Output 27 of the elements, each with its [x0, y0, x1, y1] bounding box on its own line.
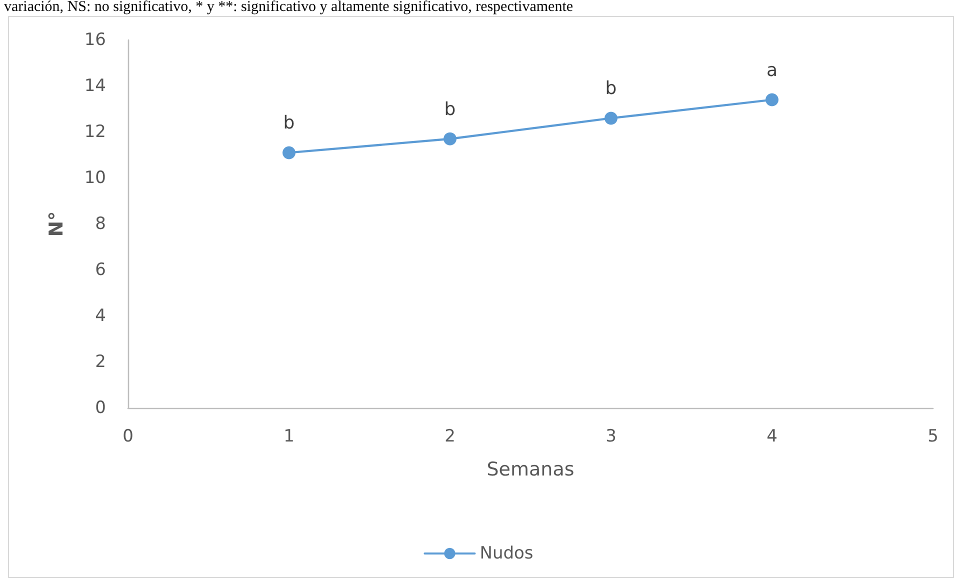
y-tick-label: 8	[95, 214, 106, 234]
data-label: b	[605, 78, 617, 100]
x-tick-label: 4	[766, 426, 778, 446]
point	[282, 146, 296, 160]
x-tick-label: 3	[606, 426, 616, 446]
x-tick-label: 1	[284, 426, 294, 446]
y-tick-label: 16	[84, 30, 106, 50]
x-tick-label: 5	[928, 426, 938, 446]
data-label: a	[766, 60, 778, 81]
y-tick-label: 0	[95, 398, 106, 418]
y-tick-label: 14	[84, 76, 106, 96]
point	[604, 112, 618, 125]
x-tick-label: 2	[444, 426, 456, 446]
y-axis-title: N°	[46, 211, 68, 237]
y-tick-label: 10	[84, 168, 106, 188]
y-tick-label: 12	[84, 122, 106, 142]
point	[444, 132, 456, 146]
y-tick-label: 6	[95, 260, 106, 280]
point	[766, 93, 778, 106]
data-label: b	[283, 112, 295, 134]
legend-label: Nudos	[480, 544, 534, 564]
x-tick-label: 0	[122, 426, 134, 446]
data-label: b	[444, 98, 456, 120]
x-axis-title: Semanas	[486, 458, 574, 480]
text: variación, NS: no significativo, * y **: significativo y altamente significativo, respectivamente	[4, 0, 574, 15]
y-tick-label: 4	[95, 306, 106, 326]
y-tick-label: 2	[95, 352, 106, 372]
